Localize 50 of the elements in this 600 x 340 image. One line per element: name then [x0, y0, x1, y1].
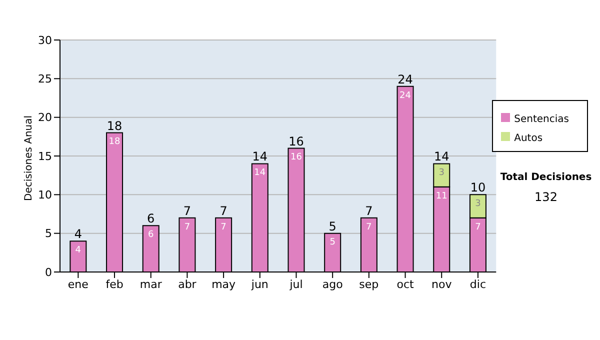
- x-tick-label: ago: [322, 278, 344, 291]
- x-tick-label: ene: [68, 278, 89, 291]
- data-label: 7: [366, 222, 372, 232]
- data-label: 5: [330, 238, 336, 248]
- data-label: 6: [148, 230, 154, 240]
- data-label: 7: [184, 222, 190, 232]
- data-label: 18: [108, 137, 121, 148]
- total-label: 18: [106, 118, 122, 133]
- text: 132: [534, 190, 558, 204]
- data-label: 3: [438, 168, 444, 178]
- total-label: 24: [398, 72, 413, 86]
- y-axis-title: Decisiones Anual: [24, 115, 35, 201]
- text: Total Decisiones: [499, 172, 593, 183]
- total-label: 14: [252, 150, 268, 164]
- x-tick-label: feb: [106, 278, 124, 291]
- data-label: 7: [220, 222, 226, 232]
- x-tick-label: oct: [396, 278, 414, 291]
- y-tick-label: 5: [45, 227, 52, 240]
- x-tick-label: may: [212, 278, 236, 291]
- x-tick-label: dic: [470, 278, 486, 291]
- legend-label: Sentencias: [514, 114, 569, 125]
- total-label: 6: [147, 212, 155, 226]
- total-label: 4: [74, 227, 82, 242]
- y-tick-label: 20: [38, 111, 52, 124]
- x-tick-label: abr: [178, 278, 197, 291]
- legend-label: Autos: [514, 133, 543, 144]
- x-tick-label: mar: [140, 278, 162, 291]
- y-tick-label: 15: [38, 150, 52, 163]
- total-label: 7: [220, 204, 228, 218]
- data-label: 11: [436, 191, 448, 202]
- total-label: 14: [434, 150, 450, 164]
- x-tick-label: jul: [288, 278, 303, 291]
- x-tick-label: nov: [432, 278, 452, 291]
- data-label: 14: [254, 168, 266, 178]
- data-label: 16: [290, 152, 302, 163]
- data-label: 4: [75, 245, 82, 256]
- total-label: 5: [328, 219, 336, 234]
- data-label: 24: [400, 90, 412, 101]
- y-tick-label: 0: [45, 266, 52, 279]
- data-label: 3: [475, 199, 481, 210]
- data-label: 7: [475, 222, 481, 232]
- y-tick-label: 30: [38, 34, 52, 47]
- x-tick-label: jun: [250, 278, 268, 291]
- y-tick-label: 10: [38, 188, 52, 202]
- total-label: 10: [470, 180, 486, 195]
- total-label: 7: [365, 204, 373, 218]
- y-tick-label: 25: [38, 72, 52, 86]
- total-label: 7: [183, 204, 192, 218]
- x-tick-label: sep: [359, 278, 379, 291]
- total-label: 16: [288, 134, 304, 148]
